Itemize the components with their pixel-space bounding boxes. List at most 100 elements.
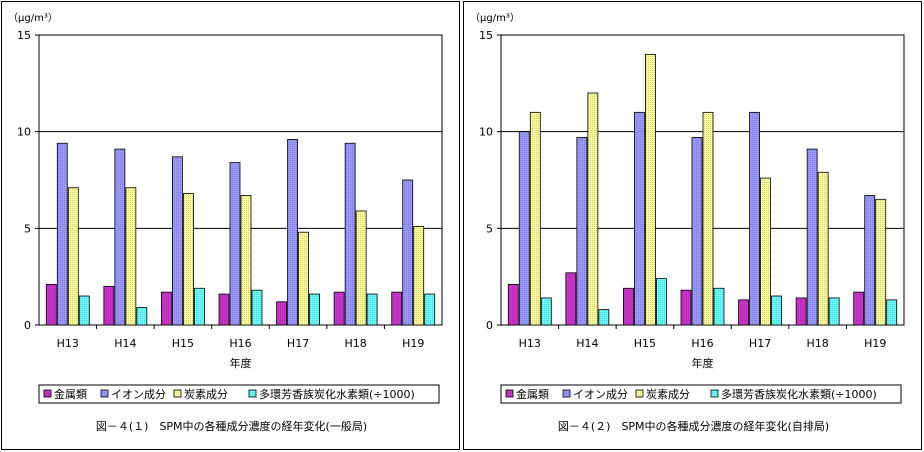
legend-swatch xyxy=(248,389,257,398)
bar xyxy=(287,138,298,326)
bar xyxy=(391,291,403,326)
x-tick-label: H15 xyxy=(634,337,656,350)
bar xyxy=(598,309,610,326)
bar xyxy=(161,291,172,326)
bar xyxy=(518,131,530,326)
legend-label: イオン成分 xyxy=(111,388,166,401)
x-tick-label: H13 xyxy=(57,337,79,350)
bar xyxy=(67,187,79,326)
legend-label: 炭素成分 xyxy=(184,388,228,401)
legend-swatch xyxy=(562,389,571,398)
x-tick-label: H18 xyxy=(345,337,367,350)
bar xyxy=(194,287,205,326)
bar xyxy=(795,297,807,326)
bar xyxy=(276,301,287,326)
x-tick-label: H19 xyxy=(864,337,886,350)
bar xyxy=(623,287,634,326)
x-tick-label: H17 xyxy=(749,337,771,350)
bar xyxy=(738,299,749,326)
legend-swatch xyxy=(505,389,514,398)
bar xyxy=(806,148,818,326)
legend-label: 炭素成分 xyxy=(646,388,690,401)
y-tick-label: 5 xyxy=(24,222,31,235)
bar xyxy=(713,287,725,326)
x-tick-label: H14 xyxy=(576,337,598,350)
bar xyxy=(136,307,148,326)
bar xyxy=(645,53,656,326)
legend-label: 多環芳香族炭化水素類(÷1000) xyxy=(721,387,877,401)
bar xyxy=(344,142,356,326)
bar xyxy=(172,156,183,326)
bar xyxy=(309,293,320,326)
x-tick-label: H18 xyxy=(807,337,829,350)
chart-panel-right: （μg/m³） 0 5 10 15 H13 H14 H15 H16 H17 H18 H19 年度 金属類 イ… xyxy=(463,1,922,450)
chart-caption: 図－４(２) SPM中の各種成分濃度の経年変化(自排局) xyxy=(558,419,829,433)
bar xyxy=(587,92,599,326)
legend-label: 多環芳香族炭化水素類(÷1000) xyxy=(259,387,415,401)
x-tick-label: H15 xyxy=(172,337,194,350)
bar xyxy=(45,283,57,326)
bar xyxy=(702,111,714,326)
bar xyxy=(529,111,541,326)
bar xyxy=(565,272,577,326)
legend-label: 金属類 xyxy=(54,387,87,401)
bar xyxy=(183,193,194,326)
bar xyxy=(691,137,703,326)
bar xyxy=(817,171,829,326)
bar xyxy=(749,111,760,326)
legend-swatch xyxy=(43,389,52,398)
bar xyxy=(240,195,252,326)
x-tick-label: H14 xyxy=(114,337,136,350)
bar xyxy=(218,293,230,326)
legend-label: イオン成分 xyxy=(573,388,628,401)
bar xyxy=(56,142,68,326)
bar xyxy=(413,225,425,326)
y-tick-label: 10 xyxy=(17,126,31,139)
chart-caption: 図－４(１) SPM中の各種成分濃度の経年変化(一般局) xyxy=(96,419,367,433)
bar xyxy=(424,293,436,326)
legend-box xyxy=(38,384,440,404)
x-axis-title: 年度 xyxy=(230,356,252,370)
plot-area xyxy=(38,34,443,326)
bar xyxy=(251,289,263,326)
bar xyxy=(78,295,90,326)
x-tick-label: H13 xyxy=(519,337,541,350)
bar xyxy=(333,291,345,326)
y-tick-label: 15 xyxy=(17,29,31,42)
x-axis-title: 年度 xyxy=(692,356,714,370)
bar xyxy=(875,198,887,326)
y-tick-label: 10 xyxy=(479,126,493,139)
bar xyxy=(229,162,241,326)
bar xyxy=(507,283,519,326)
bar xyxy=(828,297,840,326)
y-unit-label: （μg/m³） xyxy=(8,12,58,24)
x-tick-label: H16 xyxy=(691,337,713,350)
bar xyxy=(366,293,378,326)
bar xyxy=(576,137,588,326)
bar xyxy=(114,148,126,326)
bar xyxy=(634,111,645,326)
bar xyxy=(103,285,115,326)
bar xyxy=(680,289,692,326)
x-tick-label: H19 xyxy=(402,337,424,350)
x-tick-label: H16 xyxy=(229,337,251,350)
y-tick-label: 0 xyxy=(24,319,31,332)
bar xyxy=(656,278,667,326)
bar xyxy=(402,179,414,326)
bar xyxy=(125,187,137,326)
legend-box xyxy=(500,384,902,404)
bar xyxy=(771,295,782,326)
chart-panel-left: （μg/m³） 0 5 10 15 H13 H14 H15 H16 H17 H18 H19 年度金属類 イ… xyxy=(1,1,460,450)
legend-swatch xyxy=(635,389,644,398)
plot-area xyxy=(500,34,905,326)
bar xyxy=(886,299,898,326)
x-tick-label: H17 xyxy=(287,337,309,350)
legend-label: 金属類 xyxy=(516,387,549,401)
legend-swatch xyxy=(100,389,109,398)
legend-swatch xyxy=(710,389,719,398)
y-unit-label: （μg/m³） xyxy=(470,12,520,24)
bar xyxy=(355,210,367,326)
bar xyxy=(540,297,552,326)
